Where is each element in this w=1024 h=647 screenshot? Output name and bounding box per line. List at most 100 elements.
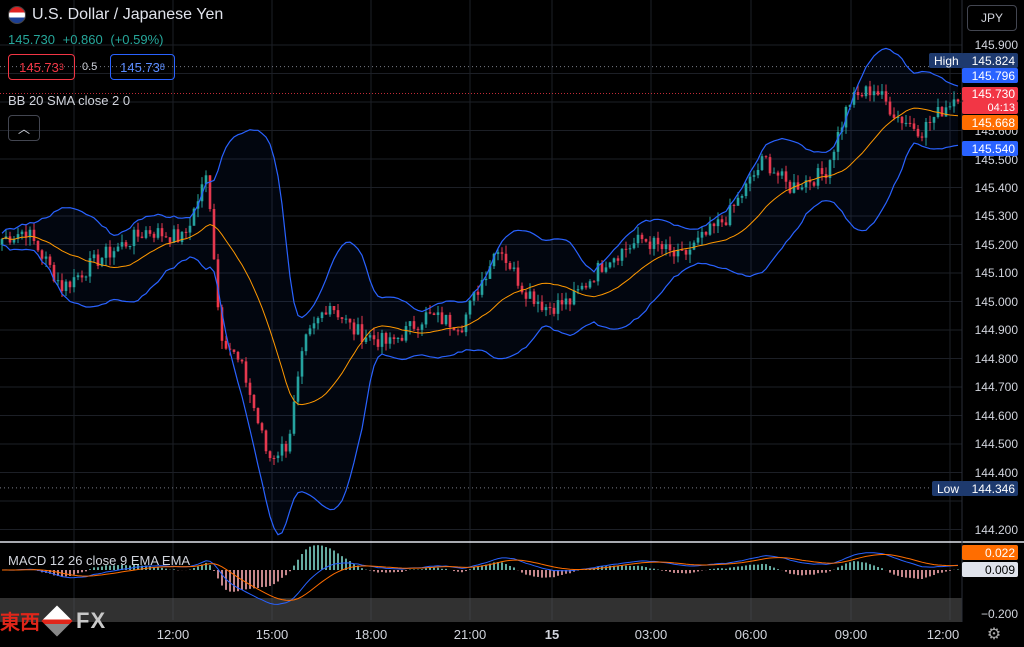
- candle-body: [60, 280, 64, 291]
- candle-body: [924, 121, 928, 138]
- candle-body: [452, 327, 456, 331]
- candle-body: [216, 259, 220, 308]
- candle-body: [712, 223, 716, 227]
- symbol-title[interactable]: U.S. Dollar / Japanese Yen: [32, 6, 224, 23]
- time-axis-label: 09:00: [834, 627, 868, 642]
- logo-cn-text: 東西: [0, 610, 40, 634]
- price-axis-label: 144.400: [974, 466, 1018, 480]
- candle-body: [512, 267, 516, 269]
- low-label-tag: Low: [932, 481, 965, 496]
- candle-body: [584, 285, 588, 288]
- candle-body: [24, 231, 28, 238]
- candle-body: [20, 231, 24, 235]
- candle-body: [832, 151, 836, 161]
- time-axis-label: 03:00: [634, 627, 668, 642]
- candle-body: [780, 171, 784, 176]
- quote-line: 145.730 +0.860 (+0.59%): [8, 32, 168, 47]
- candle-body: [240, 359, 244, 362]
- candle-body: [372, 335, 376, 340]
- candle-body: [172, 229, 176, 243]
- candle-body: [636, 234, 640, 244]
- spread-value: 0.5: [82, 61, 98, 73]
- collapse-indicators-button[interactable]: ︿: [8, 115, 40, 141]
- candle-body: [700, 231, 704, 238]
- candle-body: [692, 242, 696, 250]
- price-axis-label: 144.200: [974, 523, 1018, 537]
- candle-body: [820, 168, 824, 175]
- candle-body: [492, 253, 496, 267]
- us-japan-flag-icon: [8, 6, 26, 24]
- candle-body: [872, 91, 876, 96]
- high-label-tag: High: [929, 53, 964, 68]
- candle-body: [576, 289, 580, 291]
- gear-icon[interactable]: ⚙: [986, 626, 1002, 643]
- price-axis-label: 145.200: [974, 238, 1018, 252]
- candle-body: [40, 250, 44, 259]
- time-axis-label: 21:00: [453, 627, 487, 642]
- candle-body: [252, 394, 256, 409]
- buy-button[interactable]: 145.73 8: [110, 54, 175, 80]
- candle-body: [472, 291, 476, 301]
- candle-body: [376, 339, 380, 347]
- macd-value-tag: 0.022: [962, 545, 1018, 560]
- candle-body: [460, 330, 464, 333]
- sell-price: 145.73: [19, 59, 59, 75]
- sell-button[interactable]: 145.73 3: [8, 54, 75, 80]
- candle-body: [384, 333, 388, 344]
- candle-body: [500, 252, 504, 254]
- candle-body: [852, 92, 856, 105]
- candle-body: [868, 86, 872, 96]
- candle-body: [16, 234, 20, 239]
- broker-logo: 東西 FX: [0, 604, 106, 637]
- candle-body: [828, 160, 832, 178]
- chevron-up-icon: ︿: [17, 121, 30, 136]
- candle-body: [176, 229, 180, 242]
- candle-body: [448, 314, 452, 328]
- candle-body: [332, 306, 336, 311]
- candle-body: [912, 123, 916, 129]
- candle-body: [732, 204, 736, 206]
- candle-body: [128, 246, 132, 248]
- candle-body: [96, 254, 100, 266]
- candle-body: [520, 285, 524, 293]
- price-change: +0.860: [62, 32, 103, 47]
- bb-fill: [2, 48, 958, 535]
- candle-body: [608, 262, 612, 268]
- candle-body: [928, 121, 932, 123]
- candle-body: [164, 236, 168, 238]
- candle-body: [524, 292, 528, 299]
- candle-body: [320, 312, 324, 319]
- candle-body: [548, 307, 552, 309]
- candle-body: [508, 262, 512, 269]
- candle-body: [468, 300, 472, 315]
- candle-body: [856, 92, 860, 96]
- macd-indicator-label[interactable]: MACD 12 26 close 9 EMA EMA: [8, 553, 191, 568]
- candle-body: [652, 237, 656, 249]
- candle-body: [784, 171, 788, 182]
- candle-body: [84, 276, 88, 278]
- price-axis-label: 145.500: [974, 153, 1018, 167]
- candle-body: [288, 433, 292, 452]
- candle-body: [480, 280, 484, 295]
- candle-body: [540, 301, 544, 311]
- candle-body: [68, 281, 72, 288]
- bb-indicator-label[interactable]: BB 20 SMA close 2 0: [8, 93, 131, 108]
- candle-body: [904, 122, 908, 124]
- candle-body: [404, 326, 408, 341]
- candle-body: [544, 307, 548, 311]
- time-axis-label: 12:00: [926, 627, 960, 642]
- candle-body: [64, 281, 68, 291]
- price-change-pct: (+0.59%): [110, 32, 164, 47]
- candle-body: [808, 180, 812, 183]
- high-value-tag: 145.824: [962, 53, 1018, 68]
- candle-body: [412, 321, 416, 329]
- currency-button[interactable]: JPY: [967, 5, 1017, 31]
- candle-body: [552, 307, 556, 314]
- candle-body: [152, 233, 156, 238]
- candle-body: [756, 169, 760, 176]
- candle-body: [436, 312, 440, 315]
- candle-body: [696, 237, 700, 243]
- macd-line: [1, 552, 959, 605]
- candle-body: [12, 238, 16, 243]
